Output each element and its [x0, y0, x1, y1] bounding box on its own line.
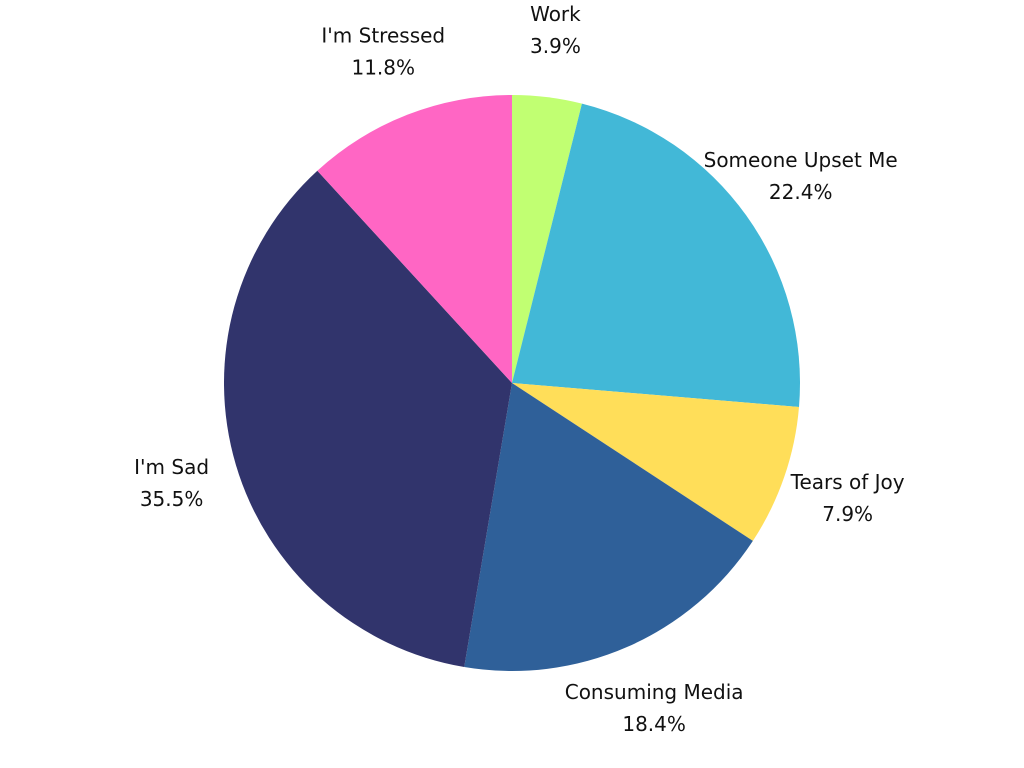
slice-label: Tears of Joy: [790, 470, 905, 494]
slice-value-label: 3.9%: [530, 34, 581, 58]
pie-slice: [512, 383, 800, 541]
pie-slice: [512, 103, 800, 407]
slice-label: I'm Sad: [134, 455, 209, 479]
slice-label: Consuming Media: [565, 680, 744, 704]
slice-value-label: 18.4%: [622, 712, 686, 736]
slice-label: Someone Upset Me: [704, 148, 898, 172]
slice-value-label: 35.5%: [140, 487, 204, 511]
slice-label: Work: [530, 2, 581, 26]
slice-value-label: 11.8%: [351, 56, 415, 80]
pie-slice: [317, 94, 512, 383]
pie-slice: [224, 170, 512, 668]
pie-slice: [464, 383, 753, 671]
slice-value-label: 22.4%: [769, 180, 833, 204]
pie-slice: [512, 95, 582, 383]
slice-label: I'm Stressed: [321, 24, 445, 48]
slice-value-label: 7.9%: [822, 502, 873, 526]
